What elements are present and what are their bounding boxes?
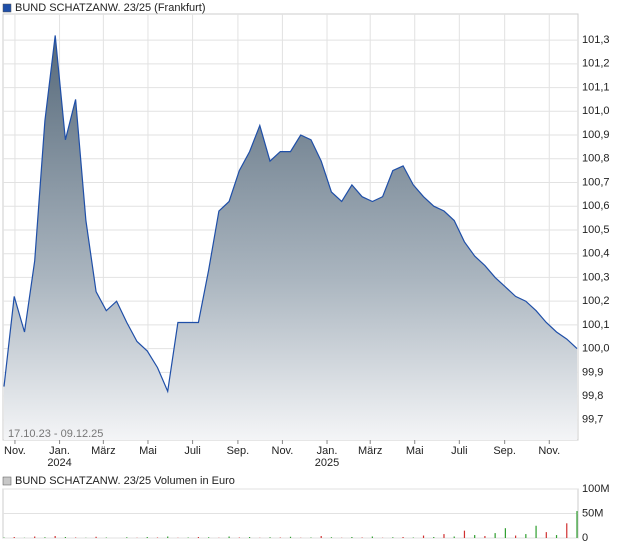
volume-bar [433, 537, 435, 538]
volume-bar [44, 537, 46, 538]
x-tick-label: Sep. [227, 445, 250, 457]
volume-bar [34, 536, 36, 538]
price-line [3, 35, 578, 394]
volume-bar [555, 535, 558, 538]
x-tick-label: März [91, 445, 115, 457]
volume-bar [269, 537, 271, 538]
y-tick-label: 100,8 [582, 153, 610, 165]
y-tick-label: 100,5 [582, 224, 610, 236]
y-tick-label: 100,7 [582, 176, 610, 188]
y-tick-label: 100,3 [582, 271, 610, 283]
x-tick-label: Jan. [317, 445, 338, 457]
legend-label: BUND SCHATZANW. 23/25 Volumen in Euro [15, 475, 235, 487]
volume-bar [54, 536, 56, 538]
volume-bar [371, 536, 373, 538]
volume-bar [146, 537, 148, 538]
volume-bar [474, 535, 476, 538]
volume-bar [525, 534, 527, 538]
volume-bar [167, 536, 169, 538]
volume-bar [392, 537, 394, 538]
volume-bar [453, 536, 455, 538]
volume-bar [208, 537, 210, 538]
volume-bar [463, 530, 466, 538]
volume-bar [13, 537, 15, 538]
volume-bar [351, 537, 353, 538]
area-fill [4, 35, 577, 441]
date-range: 17.10.23 - 09.12.25 [8, 428, 103, 440]
x-tick-label: Mai [139, 445, 157, 457]
volume-bar [228, 536, 230, 538]
y-tick-label: 100M [582, 483, 610, 495]
x-tick-label: Juli [451, 445, 468, 457]
volume-bar [248, 537, 251, 538]
volume-bar [402, 537, 404, 538]
volume-bar [197, 537, 200, 538]
x-tick-label: Jan. [49, 445, 70, 457]
legend-label: BUND SCHATZANW. 23/25 (Frankfurt) [15, 2, 206, 14]
volume-bar [484, 536, 486, 538]
x-tick-label: Mai [406, 445, 424, 457]
x-tick-year: 2024 [47, 457, 71, 469]
y-tick-label: 0 [582, 532, 588, 544]
y-tick-label: 101,2 [582, 58, 610, 70]
y-tick-label: 100,2 [582, 295, 610, 307]
volume-bar [504, 528, 506, 538]
volume-bar [422, 535, 425, 538]
x-tick-year: 2025 [315, 457, 339, 469]
volume-bar [576, 511, 578, 538]
volume-bar [535, 525, 537, 538]
y-tick-label: 100,0 [582, 343, 610, 355]
y-tick-label: 101,3 [582, 34, 610, 46]
y-tick-label: 99,9 [582, 366, 603, 378]
y-tick-label: 99,8 [582, 390, 603, 402]
y-tick-label: 100,6 [582, 200, 610, 212]
volume-bar [95, 536, 97, 538]
volume-bar [289, 536, 292, 538]
x-tick-label: Nov. [272, 445, 294, 457]
volume-bar [320, 536, 322, 538]
y-tick-label: 101,0 [582, 105, 610, 117]
volume-bar [566, 523, 568, 538]
volume-bar [126, 537, 128, 538]
y-tick-label: 100,1 [582, 319, 610, 331]
x-tick-label: Sep. [493, 445, 516, 457]
volume-bar [64, 537, 66, 538]
volume-bar [545, 532, 547, 538]
y-tick-label: 50M [582, 507, 603, 519]
x-tick-label: Juli [184, 445, 201, 457]
legend-swatch [2, 3, 12, 13]
x-tick-label: Nov. [4, 445, 26, 457]
legend-swatch [2, 476, 12, 486]
volume-bar [443, 534, 445, 538]
y-tick-label: 100,9 [582, 129, 610, 141]
y-tick-label: 99,7 [582, 414, 603, 426]
volume-bar [515, 535, 517, 538]
volume-bar [494, 533, 496, 538]
y-tick-label: 100,4 [582, 248, 610, 260]
x-tick-label: März [358, 445, 382, 457]
y-tick-label: 101,1 [582, 81, 610, 93]
volume-bar [330, 537, 333, 538]
x-tick-label: Nov. [538, 445, 560, 457]
